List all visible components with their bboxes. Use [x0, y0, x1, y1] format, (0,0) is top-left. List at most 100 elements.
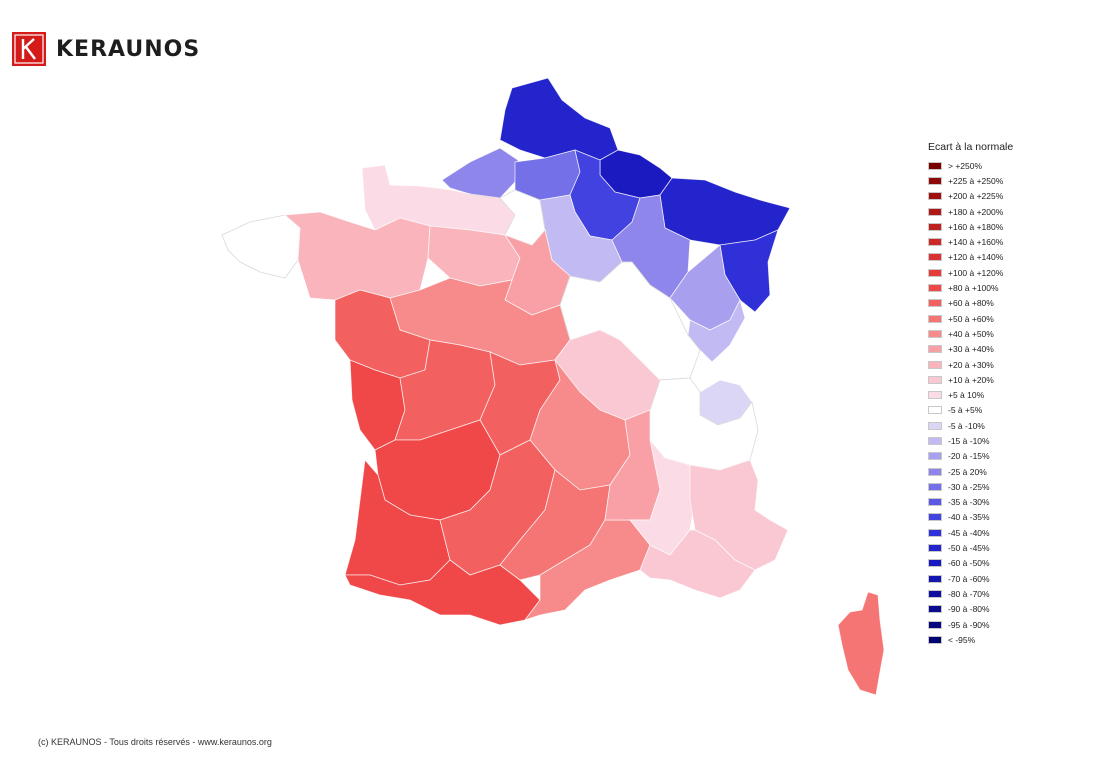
legend-swatch: [928, 498, 942, 507]
copyright-footer: (c) KERAUNOS - Tous droits réservés - ww…: [38, 737, 272, 747]
legend-item: +100 à +120%: [928, 265, 1013, 280]
legend-label: -80 à -70%: [948, 588, 990, 599]
legend-label: +225 à +250%: [948, 175, 1004, 186]
legend-swatch: [928, 574, 942, 583]
legend-item: +200 à +225%: [928, 189, 1013, 204]
legend-item: +50 à +60%: [928, 311, 1013, 326]
dept-brittany: [284, 211, 431, 301]
legend-label: +10 à +20%: [948, 374, 994, 385]
legend-swatch: [928, 375, 942, 384]
legend-item: > +250%: [928, 158, 1013, 173]
legend-swatch: [928, 329, 942, 338]
legend-item: -45 à -40%: [928, 525, 1013, 540]
legend-swatch: [928, 544, 942, 553]
dept-picardy-south: [514, 149, 581, 201]
legend-swatch: [928, 238, 942, 247]
legend-swatch: [928, 635, 942, 644]
dept-corsica: [837, 591, 885, 696]
legend-label: +40 à +50%: [948, 328, 994, 339]
legend-item: +60 à +80%: [928, 296, 1013, 311]
legend-label: +80 à +100%: [948, 283, 999, 294]
legend-swatch: [928, 314, 942, 323]
legend-label: -35 à -30%: [948, 497, 990, 508]
keraunos-logo-icon: [12, 32, 46, 66]
legend-label: -5 à +5%: [948, 405, 983, 416]
legend-item: -5 à +5%: [928, 403, 1013, 418]
legend-label: +60 à +80%: [948, 298, 994, 309]
legend-swatch: [928, 253, 942, 262]
legend-item: -60 à -50%: [928, 556, 1013, 571]
legend-label: -20 à -15%: [948, 451, 990, 462]
legend-label: +20 à +30%: [948, 359, 994, 370]
legend-swatch: [928, 620, 942, 629]
legend-swatch: [928, 528, 942, 537]
legend-label: +200 à +225%: [948, 191, 1004, 202]
legend-item: -15 à -10%: [928, 433, 1013, 448]
legend-swatch: [928, 467, 942, 476]
legend-swatch: [928, 360, 942, 369]
legend-swatch: [928, 391, 942, 400]
legend-item: +5 à 10%: [928, 387, 1013, 402]
legend-swatch: [928, 559, 942, 568]
legend-item: -30 à -25%: [928, 479, 1013, 494]
legend-label: < -95%: [948, 634, 976, 645]
legend-swatch: [928, 176, 942, 185]
legend-label: -95 à -90%: [948, 619, 990, 630]
legend-swatch: [928, 513, 942, 522]
legend-item: +20 à +30%: [928, 357, 1013, 372]
dept-brittany-west: [221, 214, 301, 279]
legend-label: -50 à -45%: [948, 543, 990, 554]
legend-item: -40 à -35%: [928, 510, 1013, 525]
legend-label: +140 à +160%: [948, 237, 1004, 248]
legend-label: -5 à -10%: [948, 420, 985, 431]
legend-label: +5 à 10%: [948, 390, 985, 401]
legend-swatch: [928, 299, 942, 308]
legend: Ecart à la normale > +250% +225 à +250% +2…: [928, 141, 1013, 648]
legend-item: -70 à -60%: [928, 571, 1013, 586]
legend-label: -30 à -25%: [948, 481, 990, 492]
legend-item: < -95%: [928, 632, 1013, 647]
legend-label: +30 à +40%: [948, 344, 994, 355]
legend-item: +160 à +180%: [928, 219, 1013, 234]
brand-logo: KERAUNOS: [12, 32, 200, 66]
legend-label: -25 à 20%: [948, 466, 987, 477]
legend-swatch: [928, 207, 942, 216]
dept-languedoc: [523, 519, 651, 621]
legend-swatch: [928, 284, 942, 293]
legend-item: -25 à 20%: [928, 464, 1013, 479]
legend-label: +50 à +60%: [948, 313, 994, 324]
legend-label: -40 à -35%: [948, 512, 990, 523]
legend-swatch: [928, 268, 942, 277]
legend-item: +120 à +140%: [928, 250, 1013, 265]
legend-item: +40 à +50%: [928, 326, 1013, 341]
legend-title: Ecart à la normale: [928, 141, 1014, 153]
legend-item: -20 à -15%: [928, 449, 1013, 464]
legend-label: +160 à +180%: [948, 221, 1004, 232]
legend-swatch: [928, 436, 942, 445]
dept-north-coast: [499, 77, 619, 161]
legend-label: -45 à -40%: [948, 527, 990, 538]
legend-swatch: [928, 605, 942, 614]
legend-swatch: [928, 161, 942, 170]
legend-label: +100 à +120%: [948, 267, 1004, 278]
legend-swatch: [928, 482, 942, 491]
brand-name: KERAUNOS: [56, 36, 201, 62]
legend-label: -60 à -50%: [948, 558, 990, 569]
legend-swatch: [928, 345, 942, 354]
legend-label: -90 à -80%: [948, 604, 990, 615]
legend-item: -95 à -90%: [928, 617, 1013, 632]
legend-item: +30 à +40%: [928, 342, 1013, 357]
legend-swatch: [928, 421, 942, 430]
legend-item: +180 à +200%: [928, 204, 1013, 219]
legend-swatch: [928, 452, 942, 461]
legend-item: -80 à -70%: [928, 586, 1013, 601]
legend-item: +10 à +20%: [928, 372, 1013, 387]
legend-label: -15 à -10%: [948, 435, 990, 446]
legend-label: +180 à +200%: [948, 206, 1004, 217]
legend-item: -5 à -10%: [928, 418, 1013, 433]
legend-swatch: [928, 406, 942, 415]
legend-swatch: [928, 589, 942, 598]
legend-label: +120 à +140%: [948, 252, 1004, 263]
legend-item: -50 à -45%: [928, 540, 1013, 555]
